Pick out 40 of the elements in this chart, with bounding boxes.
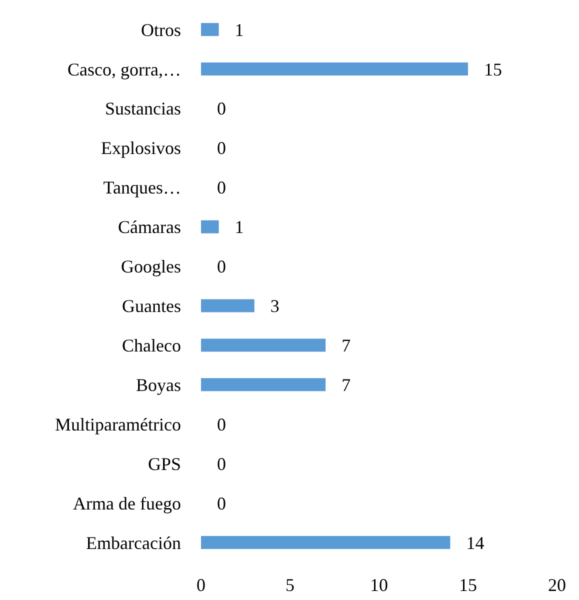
bar [201,338,326,352]
data-label: 0 [217,138,226,158]
data-label: 0 [217,493,226,514]
y-tick-label: Embarcación [86,532,181,553]
y-tick-label: Googles [121,256,181,277]
data-label: 0 [217,454,226,474]
y-tick-label: Otros [141,20,181,40]
data-label: 0 [217,414,226,434]
data-label: 1 [234,20,244,40]
x-tick-label: 5 [286,575,294,595]
data-label: 7 [342,335,351,356]
x-tick-label: 10 [370,575,388,595]
y-tick-label: Tanques… [103,178,181,198]
bar [201,378,326,392]
x-tick-label: 0 [196,575,206,595]
data-label: 15 [484,59,502,80]
y-tick-label: Arma de fuego [73,493,181,514]
y-tick-label: Multiparamétrico [55,414,181,434]
data-label: 0 [217,178,226,198]
data-label: 1 [234,217,244,238]
data-label: 0 [217,256,226,277]
data-label: 14 [466,532,484,553]
y-tick-label: Casco, gorra,… [68,59,181,80]
y-tick-label: GPS [148,454,181,474]
bar [201,62,468,76]
data-label: 0 [217,98,226,119]
x-tick-label: 20 [548,575,566,595]
data-label: 3 [270,296,280,316]
y-tick-label: Boyas [136,374,181,395]
y-tick-label: Explosivos [100,138,181,158]
bar [201,220,219,234]
y-tick-label: Chaleco [122,335,181,356]
y-tick-label: Guantes [122,296,181,316]
data-label: 7 [342,374,351,395]
x-tick-label: 15 [459,575,477,595]
bar [201,23,219,36]
bar [201,536,450,549]
y-tick-label: Sustancias [105,98,181,119]
bar [201,299,254,312]
y-tick-label: Cámaras [118,217,181,238]
